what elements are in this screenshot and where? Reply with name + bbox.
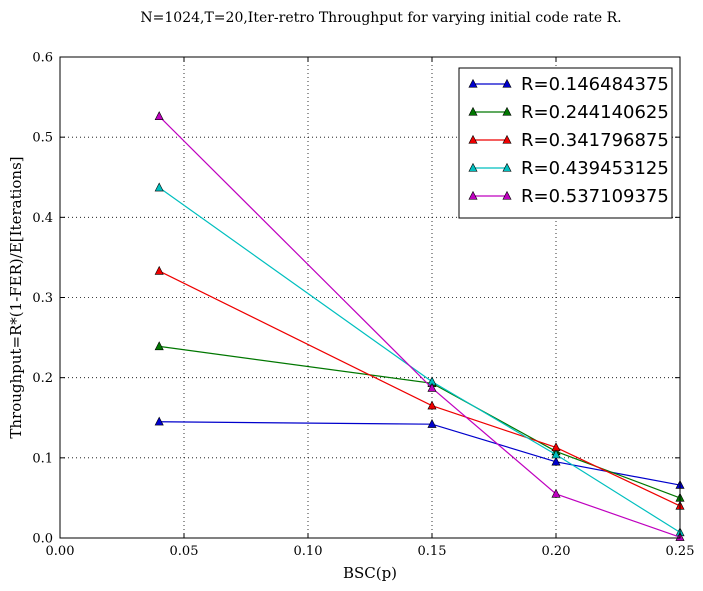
legend: R=0.146484375 R=0.244140625 R=0.341796875 R…: [458, 67, 673, 219]
legend-entry: R=0.146484375: [468, 74, 669, 95]
data-point: [154, 341, 164, 351]
series-group: [154, 416, 685, 489]
legend-label: R=0.439453125: [521, 158, 669, 179]
x-tick-label: 0.20: [542, 544, 571, 559]
legend-marker: [468, 134, 478, 144]
legend-marker: [468, 162, 478, 172]
legend-marker: [468, 106, 478, 116]
series-group: [154, 111, 685, 541]
y-tick-label: 0.1: [32, 451, 53, 466]
data-point: [427, 419, 437, 428]
legend-box: [458, 67, 673, 219]
legend-label: R=0.244140625: [521, 102, 669, 123]
legend-marker: [502, 78, 512, 88]
axes: 0.00 0.05 0.10 0.15 0.20 0.25 0.0 0.1 0.2 0.3 0.4 0…: [32, 51, 694, 560]
data-point: [427, 382, 437, 392]
legend-marker: [468, 190, 478, 200]
legend-marker: [502, 106, 512, 116]
y-tick-label: 0.3: [32, 291, 53, 306]
data-point: [154, 416, 164, 426]
x-tick-label: 0.25: [666, 544, 695, 559]
data-point: [154, 182, 164, 192]
y-tick-label: 0.4: [32, 211, 53, 226]
series-line: [158, 187, 681, 533]
legend-entry: R=0.439453125: [468, 158, 669, 179]
y-tick-label: 0.6: [32, 51, 53, 66]
legend-entry: R=0.537109375: [468, 186, 669, 207]
legend-label: R=0.341796875: [521, 130, 669, 151]
chart-title: N=1024,T=20,Iter-retro Throughput for va…: [140, 10, 621, 26]
data-point: [154, 111, 164, 120]
legend-marker: [502, 134, 512, 144]
series-group: [154, 182, 685, 537]
legend-marker: [468, 78, 478, 88]
series-line: [159, 421, 681, 486]
data-point: [154, 265, 164, 275]
series-line: [158, 115, 681, 538]
legend-entry: R=0.244140625: [468, 102, 669, 123]
legend-entry: R=0.341796875: [468, 130, 669, 151]
data-point: [551, 488, 561, 498]
series-group: [154, 265, 685, 510]
y-tick-label: 0.0: [32, 532, 53, 547]
series-group: [154, 341, 685, 502]
series-line: [159, 345, 681, 499]
data-point: [551, 456, 561, 466]
legend-label: R=0.537109375: [521, 186, 669, 207]
x-tick-label: 0.10: [294, 544, 323, 559]
x-tick-label: 0.00: [46, 544, 75, 559]
plot-series: [154, 111, 685, 541]
x-tick-label: 0.05: [170, 544, 199, 559]
x-tick-label: 0.15: [418, 544, 447, 559]
legend-marker: [502, 190, 512, 200]
legend-label: R=0.146484375: [521, 74, 669, 95]
y-axis-title: Throughput=R*(1-FER)/E[Iterations]: [7, 156, 25, 438]
series-line: [158, 270, 681, 507]
x-axis-title: BSC(p): [343, 564, 397, 582]
data-point: [427, 400, 437, 410]
y-tick-label: 0.5: [32, 131, 53, 146]
legend-marker: [502, 162, 512, 172]
data-point: [551, 449, 561, 459]
y-tick-label: 0.2: [32, 371, 53, 386]
